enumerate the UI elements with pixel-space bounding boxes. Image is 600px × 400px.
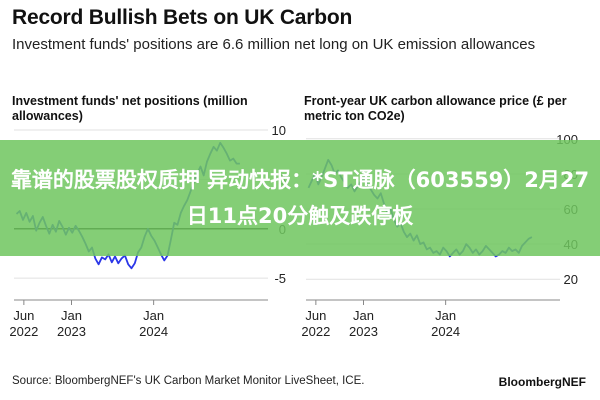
right-panel-title: Front-year UK carbon allowance price (£ …: [304, 94, 567, 123]
source-note: Source: BloombergNEF's UK Carbon Market …: [12, 375, 365, 387]
left-panel-title: Investment funds' net positions (million…: [12, 94, 248, 123]
x-tick-label: 2023: [57, 324, 86, 339]
x-tick-label: Jan: [61, 308, 82, 323]
brand-logo: BloombergNEF: [498, 375, 586, 389]
y-tick-label: -5: [274, 271, 286, 286]
x-tick-label: 2022: [301, 324, 330, 339]
x-tick-label: Jan: [435, 308, 456, 323]
x-tick-label: Jan: [143, 308, 164, 323]
overlay-banner-text[interactable]: 靠谱的股票股权质押 异动快报：*ST通脉（603559）2月27日11点20分触…: [10, 168, 590, 228]
chart-title: Record Bullish Bets on UK Carbon: [12, 6, 353, 29]
x-tick-label: 2023: [349, 324, 378, 339]
x-tick-label: Jan: [353, 308, 374, 323]
y-tick-label: 10: [272, 123, 286, 138]
x-tick-label: Jun: [13, 308, 34, 323]
x-tick-label: 2024: [139, 324, 168, 339]
chart-subtitle: Investment funds' positions are 6.6 mill…: [12, 36, 536, 53]
x-tick-label: 2022: [9, 324, 38, 339]
overlay-banner[interactable]: 靠谱的股票股权质押 异动快报：*ST通脉（603559）2月27日11点20分触…: [0, 140, 600, 256]
x-tick-label: Jun: [305, 308, 326, 323]
y-tick-label: 20: [564, 272, 578, 287]
x-tick-label: 2024: [431, 324, 460, 339]
